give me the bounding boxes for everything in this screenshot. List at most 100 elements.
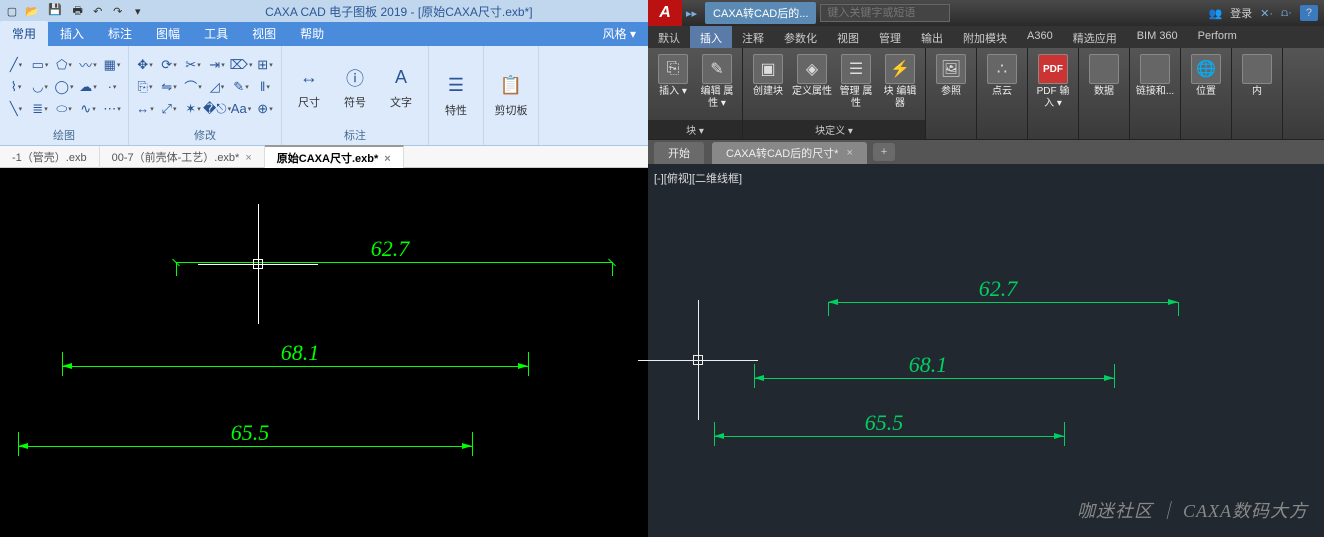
ribbon-尺寸-button[interactable]: ↔尺寸 (288, 64, 330, 110)
ribbon-参照-button[interactable]: 🖼参照 (930, 50, 972, 98)
acad-ribbon-tabs: 默认插入注释参数化视图管理输出附加模块A360精选应用BIM 360Perfor… (648, 26, 1324, 48)
ribbon-位置-button[interactable]: 🌐位置 (1185, 50, 1227, 98)
pts-icon[interactable]: ⋯ (102, 99, 122, 119)
ribbon-块-button[interactable]: ⚡块 编辑器 (879, 50, 921, 110)
spline-icon[interactable]: 〰 (78, 55, 98, 75)
autocad-logo-icon[interactable]: A (648, 0, 682, 26)
title-document-tab[interactable]: CAXA转CAD后的... (705, 2, 816, 24)
open-icon[interactable]: 📂 (24, 3, 40, 19)
delpt-icon[interactable]: ⌦ (231, 55, 251, 75)
ribbon-tab-常用[interactable]: 常用 (0, 21, 48, 46)
document-tab[interactable]: 00-7（前壳体-工艺）.exb*× (100, 146, 265, 168)
ribbon-创建块-button[interactable]: ▣创建块 (747, 50, 789, 98)
pline-icon[interactable]: ⌇ (6, 77, 26, 97)
help-icon[interactable]: ? (1300, 5, 1318, 21)
line2-icon[interactable]: ╲ (6, 99, 26, 119)
ribbon-tab-插入[interactable]: 插入 (690, 26, 732, 48)
ribbon-tab-标注[interactable]: 标注 (96, 21, 144, 46)
ext-icon[interactable]: ⇥ (207, 55, 227, 75)
stretch-icon[interactable]: ↔ (135, 99, 155, 119)
ribbon-编辑-button[interactable]: ✎编辑 属性 ▾ (696, 50, 738, 110)
login-button[interactable]: 登录 (1230, 5, 1252, 21)
ribbon-数据-button[interactable]: 数据 (1083, 50, 1125, 98)
ribbon-内-button[interactable]: 内 (1236, 50, 1278, 98)
ribbon-tab-图幅[interactable]: 图幅 (144, 21, 192, 46)
viewport-label[interactable]: [-][俯视][二维线框] (654, 170, 742, 186)
explode-icon[interactable]: ✶ (183, 99, 203, 119)
break-icon[interactable]: �⁣⎋ (207, 99, 227, 119)
circ-icon[interactable]: ◯ (54, 77, 74, 97)
ribbon-特性-button[interactable]: ☰特性 (435, 72, 477, 118)
ribbon-tab-BIM 360[interactable]: BIM 360 (1127, 26, 1188, 48)
infocenter-icon[interactable]: 👥 (1208, 7, 1222, 20)
ribbon-点云-button[interactable]: ∴点云 (981, 50, 1023, 98)
tab-start[interactable]: 开始 (654, 142, 704, 164)
ribbon-tab-精选应用[interactable]: 精选应用 (1063, 26, 1127, 48)
document-tab[interactable]: -1（管壳）.exb (0, 146, 100, 168)
fillet-icon[interactable]: ⌒ (183, 77, 203, 97)
share-icon[interactable]: ⩍· (1281, 7, 1292, 20)
ribbon-tab-工具[interactable]: 工具 (192, 21, 240, 46)
mirror-icon[interactable]: ⇋ (159, 77, 179, 97)
close-icon[interactable]: × (245, 152, 251, 164)
ribbon-tab-Perform[interactable]: Perform (1188, 26, 1247, 48)
ribbon-tab-输出[interactable]: 输出 (911, 26, 953, 48)
trim-icon[interactable]: ✂ (183, 55, 203, 75)
ribbon-文字-button[interactable]: A文字 (380, 64, 422, 110)
close-icon[interactable]: × (846, 147, 852, 159)
scale-icon[interactable]: ⤢ (159, 99, 179, 119)
wave-icon[interactable]: ∿ (78, 99, 98, 119)
tab-active-document[interactable]: CAXA转CAD后的尺寸* × (712, 142, 867, 164)
ribbon-PDF-button[interactable]: PDFPDF 输入 ▾ (1032, 50, 1074, 110)
ribbon-tab-视图[interactable]: 视图 (240, 21, 288, 46)
ribbon-剪切板-button[interactable]: 📋剪切板 (490, 72, 532, 118)
exchange-icon[interactable]: ✕· (1260, 7, 1273, 20)
ribbon-tab-帮助[interactable]: 帮助 (288, 21, 336, 46)
move-icon[interactable]: ✥ (135, 55, 155, 75)
ellip-icon[interactable]: ⬭ (54, 99, 74, 119)
rot-icon[interactable]: ⟳ (159, 55, 179, 75)
arc-icon[interactable]: ◡ (30, 77, 50, 97)
ribbon-定义属性-button[interactable]: ◈定义属性 (791, 50, 833, 98)
mline-icon[interactable]: ≣ (30, 99, 50, 119)
ribbon-链接和...-button[interactable]: 链接和... (1134, 50, 1176, 98)
close-icon[interactable]: × (384, 153, 390, 165)
ribbon-插入-button[interactable]: ⎘插入 ▾ (652, 50, 694, 98)
ribbon-tab-A360[interactable]: A360 (1017, 26, 1063, 48)
copy-icon[interactable]: ⎘ (135, 77, 155, 97)
search-input[interactable] (820, 4, 950, 22)
acad-canvas[interactable]: [-][俯视][二维线框] 咖迷社区 ｜ CAXA数码大方 62.768.165… (648, 164, 1324, 537)
document-tab[interactable]: 原始CAXA尺寸.exb*× (265, 145, 404, 169)
print-icon[interactable]: 🖶 (70, 3, 86, 19)
edit-icon[interactable]: ✎ (231, 77, 251, 97)
undo-icon[interactable]: ↶ (90, 3, 106, 19)
caxa-canvas[interactable]: 62.768.165.5 (0, 168, 648, 537)
ribbon-tab-插入[interactable]: 插入 (48, 21, 96, 46)
new-icon[interactable]: ▢ (4, 3, 20, 19)
ribbon-tab-style[interactable]: 风格 ▾ (591, 21, 648, 46)
poly-icon[interactable]: ⬠ (54, 55, 74, 75)
new-tab-button[interactable]: + (873, 143, 895, 161)
chamf-icon[interactable]: ◿ (207, 77, 227, 97)
save-icon[interactable]: 💾 (44, 3, 66, 19)
qat-dropdown-icon[interactable]: ▾ (130, 3, 146, 19)
rect-icon[interactable]: ▭ (30, 55, 50, 75)
qat-dropdown-icon[interactable]: ▸▸ (682, 7, 701, 20)
ribbon-tab-附加模块[interactable]: 附加模块 (953, 26, 1017, 48)
style-icon[interactable]: Aa (231, 99, 251, 119)
array-icon[interactable]: ⊞ (255, 55, 275, 75)
ribbon-tab-视图[interactable]: 视图 (827, 26, 869, 48)
pt-icon[interactable]: · (102, 77, 122, 97)
ribbon-符号-button[interactable]: ⓘ符号 (334, 64, 376, 110)
ribbon-tab-默认[interactable]: 默认 (648, 26, 690, 48)
ribbon-tab-注释[interactable]: 注释 (732, 26, 774, 48)
cloud-icon[interactable]: ☁ (78, 77, 98, 97)
redo-icon[interactable]: ↷ (110, 3, 126, 19)
ribbon-管理-button[interactable]: ☰管理 属性 (835, 50, 877, 110)
hatch-icon[interactable]: ▦ (102, 55, 122, 75)
ribbon-tab-参数化[interactable]: 参数化 (774, 26, 827, 48)
line-icon[interactable]: ╱ (6, 55, 26, 75)
offset-icon[interactable]: ‖ (255, 77, 275, 97)
join-icon[interactable]: ⊕ (255, 99, 275, 119)
ribbon-tab-管理[interactable]: 管理 (869, 26, 911, 48)
